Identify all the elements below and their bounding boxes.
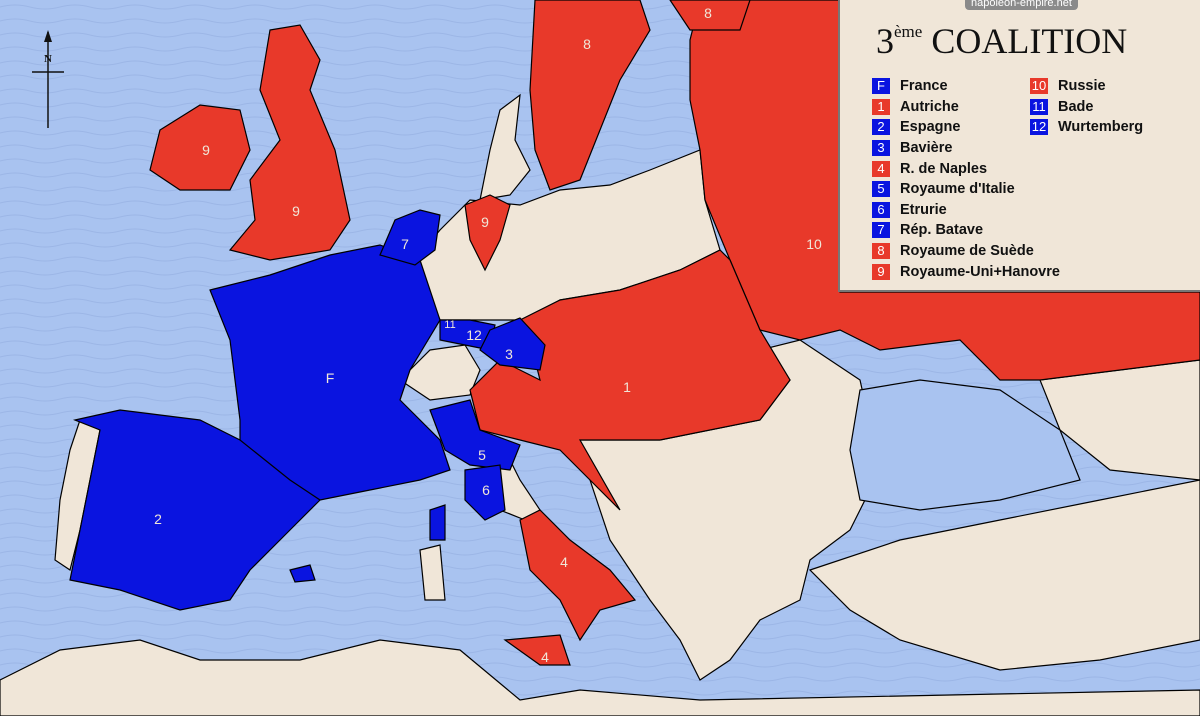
legend-badge: 1 [872,98,890,115]
legend-item: 5 Royaume d'Italie [872,179,1060,200]
legend-item: 2 Espagne [872,117,1060,138]
kingdom-of-italy[interactable] [429,399,521,471]
balearics [289,564,316,583]
legend-badge: 8 [872,243,890,260]
legend-label: Rép. Batave [900,222,984,239]
legend-label: Espagne [900,119,961,136]
label-italy: 5 [478,447,486,463]
legend-item: 4 R. de Naples [872,158,1060,179]
north-arrow-icon: N [32,30,64,128]
switzerland [399,344,481,401]
legend-label: Russie [1058,78,1106,95]
legend-label: Bavière [900,140,953,157]
legend-badge: 12 [1030,119,1048,136]
legend-item: F France [872,76,1060,97]
legend-column-2: 10 Russie 11 Bade 12 Wurtemberg [1030,76,1143,138]
britain[interactable] [228,24,351,261]
label-ireland: 9 [202,142,210,158]
legend-badge: 9 [872,263,890,280]
north-africa [0,639,1200,716]
label-baden: 11 [444,319,455,331]
legend-badge: 5 [872,181,890,198]
sardinia [419,544,446,601]
map-title: 3ème COALITION [876,20,1127,62]
anatolia [808,479,1200,671]
legend-badge: 7 [872,222,890,239]
legend-item: 11 Bade [1030,97,1143,118]
label-sweden-north: 8 [704,5,712,21]
legend-item: 8 Royaume de Suède [872,241,1060,262]
legend-item: 1 Autriche [872,97,1060,118]
label-hanover: 9 [481,214,489,230]
legend-badge: 11 [1030,98,1048,115]
legend-label: Bade [1058,98,1094,115]
legend-label: Autriche [900,98,959,115]
denmark [479,93,531,201]
title-suffix: ème [894,22,923,41]
legend-badge: 2 [872,119,890,136]
hanover[interactable] [464,194,511,272]
label-spain: 2 [154,511,162,527]
label-sicily: 4 [541,649,549,665]
north-label: N [44,53,52,65]
naples[interactable] [519,509,637,642]
legend-badge: 6 [872,201,890,218]
label-russia: 10 [806,236,822,252]
legend-item: 9 Royaume-Uni+Hanovre [872,261,1060,282]
label-wurtemberg: 12 [466,327,482,343]
bavaria[interactable] [479,317,546,371]
legend-badge: 4 [872,160,890,177]
legend-item: 10 Russie [1030,76,1143,97]
label-etruria: 6 [482,482,490,498]
russia[interactable] [689,0,1200,381]
sweden-north [669,0,751,31]
title-number: 3 [876,21,894,61]
legend-label: R. de Naples [900,160,988,177]
legend-badge: F [872,78,890,95]
sweden[interactable] [529,0,651,191]
legend-item: 6 Etrurie [872,200,1060,221]
legend-label: Wurtemberg [1058,119,1144,136]
label-austria: 1 [623,379,631,395]
ireland[interactable] [149,104,251,191]
legend-badge: 10 [1030,78,1048,95]
legend-column-1: F France 1 Autriche 2 Espagne 3 Bavière 4 R. de N… [872,76,1060,282]
german-states [414,149,721,321]
legend-badge: 3 [872,140,890,157]
austria[interactable] [469,249,791,511]
label-bavaria: 3 [505,346,513,362]
legend-label: Royaume d'Italie [900,181,1015,198]
label-britain: 9 [292,203,300,219]
batavia[interactable] [379,209,441,266]
legend-item: 3 Bavière [872,138,1060,159]
sicily[interactable] [503,634,571,666]
black-sea [849,379,1081,511]
spain[interactable] [69,409,321,611]
legend-label: France [900,78,948,95]
label-sweden: 8 [583,36,591,52]
legend-label: Royaume de Suède [900,243,1034,260]
label-france: F [326,370,335,386]
title-text: COALITION [931,21,1128,61]
label-naples: 4 [560,554,568,570]
legend-item: 12 Wurtemberg [1030,117,1143,138]
legend-item: 7 Rép. Batave [872,220,1060,241]
legend-label: Etrurie [900,201,947,218]
corsica [429,504,446,541]
legend-label: Royaume-Uni+Hanovre [900,263,1060,280]
watermark: napoleon-empire.net [965,0,1078,10]
etruria[interactable] [464,464,506,521]
label-batavia: 7 [401,236,409,252]
legend: napoleon-empire.net 3ème COALITION F Fran… [838,0,1200,292]
